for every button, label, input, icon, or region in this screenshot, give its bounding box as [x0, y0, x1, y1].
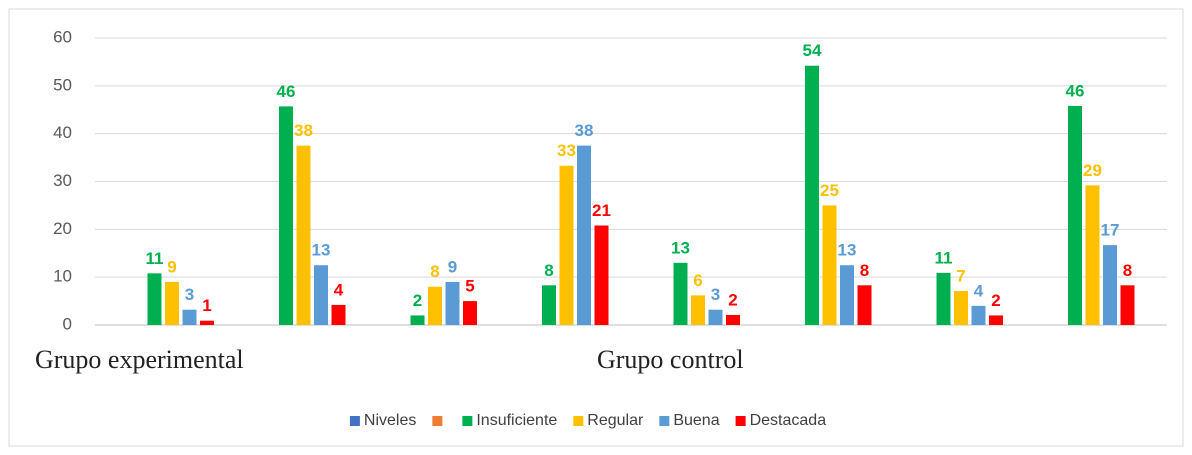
bar — [165, 281, 179, 325]
legend-label: Destacada — [750, 412, 827, 429]
bar — [147, 273, 162, 325]
legend-label: Insuficiente — [476, 412, 557, 429]
data-label: 33 — [557, 141, 576, 160]
data-label: 8 — [1123, 261, 1132, 280]
data-label: 17 — [1101, 221, 1120, 240]
bar — [726, 314, 740, 325]
data-label: 25 — [820, 181, 839, 200]
bar — [577, 145, 591, 325]
bar — [279, 106, 293, 325]
data-label: 46 — [277, 82, 296, 101]
legend-label: Niveles — [364, 412, 416, 429]
data-label: 13 — [671, 238, 690, 257]
data-label: 7 — [956, 267, 965, 286]
data-label: 1 — [202, 296, 211, 315]
data-label: 8 — [860, 261, 869, 280]
bar — [673, 262, 688, 325]
bar — [805, 65, 819, 325]
bar — [954, 291, 968, 325]
data-label: 2 — [991, 291, 1000, 310]
legend-swatch — [573, 416, 584, 426]
data-label: 13 — [312, 241, 331, 260]
data-label: 9 — [448, 257, 457, 276]
group-label: Grupo control — [597, 345, 744, 374]
y-tick-label: 10 — [53, 267, 72, 286]
data-label: 29 — [1083, 161, 1102, 180]
data-label: 9 — [167, 257, 176, 276]
data-label: 4 — [974, 281, 984, 300]
bar — [428, 286, 442, 325]
data-label: 5 — [465, 277, 474, 296]
legend-swatch — [735, 416, 746, 426]
bar — [691, 295, 705, 325]
bar — [708, 309, 723, 325]
bar — [314, 265, 328, 325]
bar — [542, 285, 556, 325]
bar — [857, 285, 872, 325]
legend-swatch — [349, 416, 360, 426]
y-tick-label: 30 — [53, 171, 72, 190]
y-tick-label: 60 — [53, 27, 72, 46]
data-label: 3 — [185, 285, 194, 304]
bar — [840, 265, 854, 325]
bar — [296, 145, 311, 325]
legend-swatch — [462, 416, 473, 426]
bar — [594, 225, 609, 325]
bar — [1085, 185, 1100, 325]
bar — [822, 205, 837, 325]
bar — [331, 304, 346, 325]
data-label: 3 — [711, 285, 720, 304]
bar — [182, 309, 197, 325]
data-label: 46 — [1066, 81, 1085, 100]
bar — [200, 320, 214, 325]
legend-swatch — [432, 416, 443, 426]
bar — [1103, 245, 1117, 325]
data-label: 54 — [803, 41, 822, 60]
data-label: 11 — [935, 248, 953, 267]
bar — [445, 281, 460, 325]
legend-swatch — [659, 416, 670, 426]
legend-label: Buena — [673, 412, 719, 429]
bar — [989, 315, 1003, 325]
data-label: 8 — [544, 261, 553, 280]
data-label: 38 — [575, 121, 594, 140]
bar — [559, 165, 574, 325]
bar — [1068, 105, 1082, 325]
legend-label: Regular — [587, 412, 644, 429]
data-label: 2 — [413, 291, 422, 310]
y-tick-label: 40 — [53, 123, 72, 142]
y-tick-label: 50 — [53, 75, 72, 94]
bar — [463, 301, 477, 325]
y-tick-label: 20 — [53, 219, 72, 238]
bar — [971, 305, 986, 325]
data-label: 6 — [693, 271, 702, 290]
data-label: 11 — [146, 249, 164, 268]
data-label: 2 — [728, 290, 737, 309]
bar — [936, 272, 951, 325]
data-label: 4 — [334, 280, 344, 299]
data-label: 8 — [430, 262, 439, 281]
data-label: 38 — [294, 121, 313, 140]
bar — [1120, 285, 1135, 325]
data-label: 21 — [592, 201, 611, 220]
data-label: 13 — [838, 241, 857, 260]
bar — [410, 315, 425, 325]
y-tick-label: 0 — [63, 314, 72, 333]
group-label: Grupo experimental — [35, 345, 244, 374]
